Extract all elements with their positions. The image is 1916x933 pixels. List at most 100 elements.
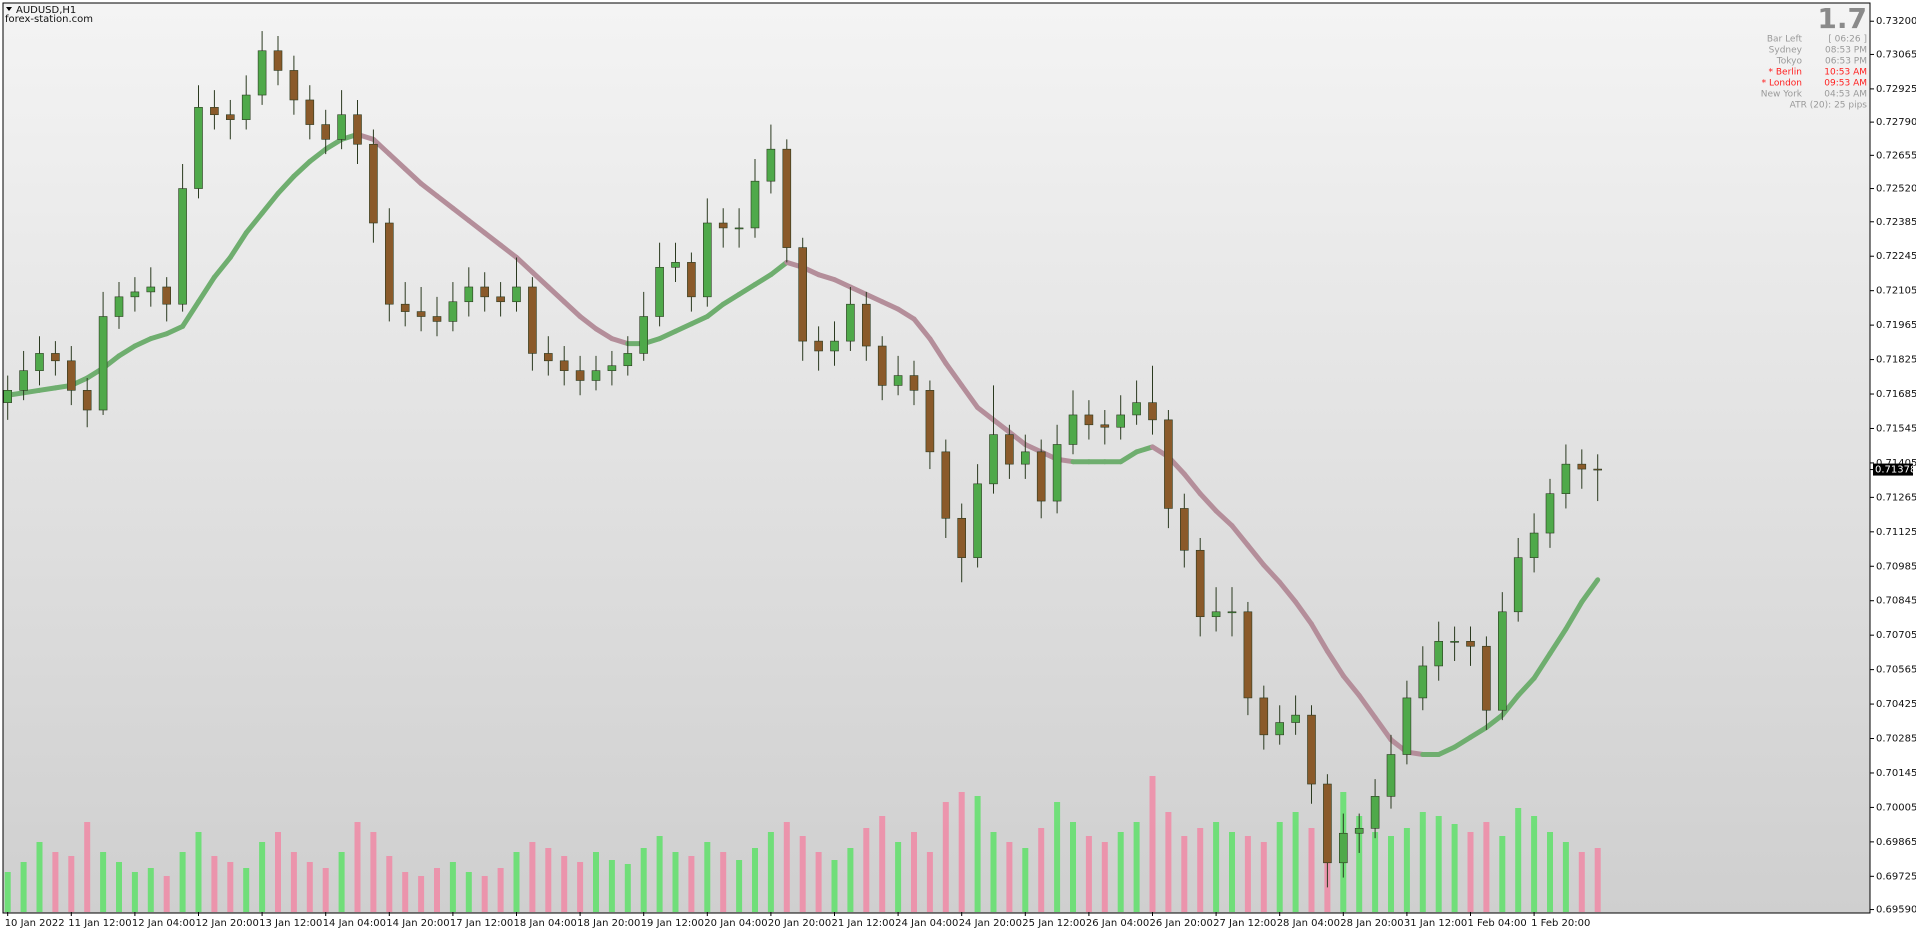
candle-body (814, 340, 823, 352)
ma-line (307, 146, 329, 164)
x-tick-label: 28 Jan 20:00 (1340, 918, 1403, 929)
candle-body (798, 247, 808, 342)
volume-bar (227, 862, 234, 912)
candle-body (1434, 641, 1443, 667)
volume-bar (863, 828, 870, 912)
ma-line (736, 282, 758, 297)
volume-bar (1531, 816, 1538, 912)
ma-line (164, 323, 186, 337)
candle-body (51, 353, 60, 362)
ma-line (1372, 715, 1394, 743)
candle-body (1418, 665, 1428, 699)
volume-bar (879, 816, 886, 912)
volume-bar (672, 852, 679, 912)
y-tick-label: 0.71825 (1876, 355, 1916, 366)
x-tick-label: 1 Feb 04:00 (1468, 918, 1527, 929)
y-tick-label: 0.72385 (1876, 217, 1916, 228)
volume-bar (4, 872, 11, 912)
volume-bar (354, 822, 361, 912)
ma-line (148, 331, 170, 342)
symbol-arrow (6, 7, 12, 11)
ma-line (593, 326, 615, 342)
x-tick-label: 28 Jan 04:00 (1277, 918, 1340, 929)
volume-bar (52, 852, 59, 912)
volume-bar (1006, 842, 1013, 912)
candle-body (687, 262, 696, 298)
volume-bar (1101, 842, 1108, 912)
y-tick-label: 0.70705 (1876, 630, 1916, 641)
candle-body (1068, 414, 1078, 445)
volume-bar (847, 848, 854, 912)
volume-bar (163, 876, 170, 912)
y-tick-label: 0.70985 (1876, 561, 1916, 572)
candle-body (448, 301, 458, 322)
y-tick-label: 0.71545 (1876, 423, 1916, 434)
volume-bar (1038, 828, 1045, 912)
candle-body (305, 99, 315, 125)
volume-bar (68, 856, 75, 912)
volume-bar (1499, 836, 1506, 912)
volume-bar (974, 796, 981, 912)
candle-body (1561, 463, 1571, 494)
ma-line (1483, 712, 1505, 730)
ma-line (450, 205, 472, 224)
last-price-box (1873, 463, 1913, 476)
volume-bar (1149, 776, 1156, 912)
spread: 1.7 (1817, 2, 1867, 35)
volume-bar (911, 832, 917, 912)
candle-body (1577, 463, 1587, 470)
candle-body (1386, 754, 1396, 797)
candle-body (369, 143, 378, 224)
volume-bar (688, 856, 695, 912)
volume-bar (608, 860, 615, 912)
volume-bar (370, 832, 377, 912)
ma-line (832, 277, 853, 290)
candle-body (543, 353, 553, 362)
candle-body (1020, 451, 1030, 465)
candle-body (973, 483, 982, 558)
volume-bar (1419, 812, 1426, 912)
x-tick-label: 24 Jan 20:00 (959, 918, 1022, 929)
volume-bar (386, 856, 393, 912)
info-value: 06:53 PM (1825, 57, 1867, 67)
ma-line (1356, 692, 1378, 721)
ma-line (1293, 599, 1314, 627)
ma-line (1181, 471, 1203, 497)
candle-body (989, 434, 998, 485)
candle-body (1513, 557, 1523, 613)
volume-bar (1133, 822, 1140, 912)
y-tick-label: 0.70285 (1876, 734, 1916, 745)
volume-bar (513, 852, 520, 912)
candle-body (257, 50, 267, 96)
candle-body (1005, 434, 1014, 465)
volume-bar (1308, 828, 1315, 912)
candle-body (528, 286, 537, 354)
volume-bar (593, 852, 599, 912)
ma-line (196, 274, 217, 305)
ma-line (498, 242, 519, 260)
volume-bar (116, 862, 122, 912)
volume-bar (36, 842, 43, 912)
candle-body (432, 316, 442, 322)
volume-bar (720, 852, 727, 912)
volume-bar (1594, 848, 1601, 912)
ma-line (816, 272, 837, 283)
candle-body (1482, 645, 1491, 711)
ma-line (132, 336, 154, 349)
ma-line (895, 306, 917, 322)
candle-body (1116, 414, 1125, 428)
ma-line (577, 314, 599, 332)
candle-body (1259, 697, 1269, 736)
candle-body (114, 296, 124, 317)
candle-body (130, 291, 140, 298)
volume-bar (1260, 842, 1267, 912)
volume-bar (1388, 836, 1394, 912)
x-tick-label: 18 Jan 20:00 (577, 918, 640, 929)
volume-bar (640, 848, 647, 912)
volume-bar (338, 852, 345, 912)
x-tick-label: 26 Jan 04:00 (1086, 918, 1149, 929)
volume-bar (259, 842, 266, 912)
candle-body (67, 360, 76, 391)
y-tick-label: 0.72245 (1876, 251, 1916, 262)
